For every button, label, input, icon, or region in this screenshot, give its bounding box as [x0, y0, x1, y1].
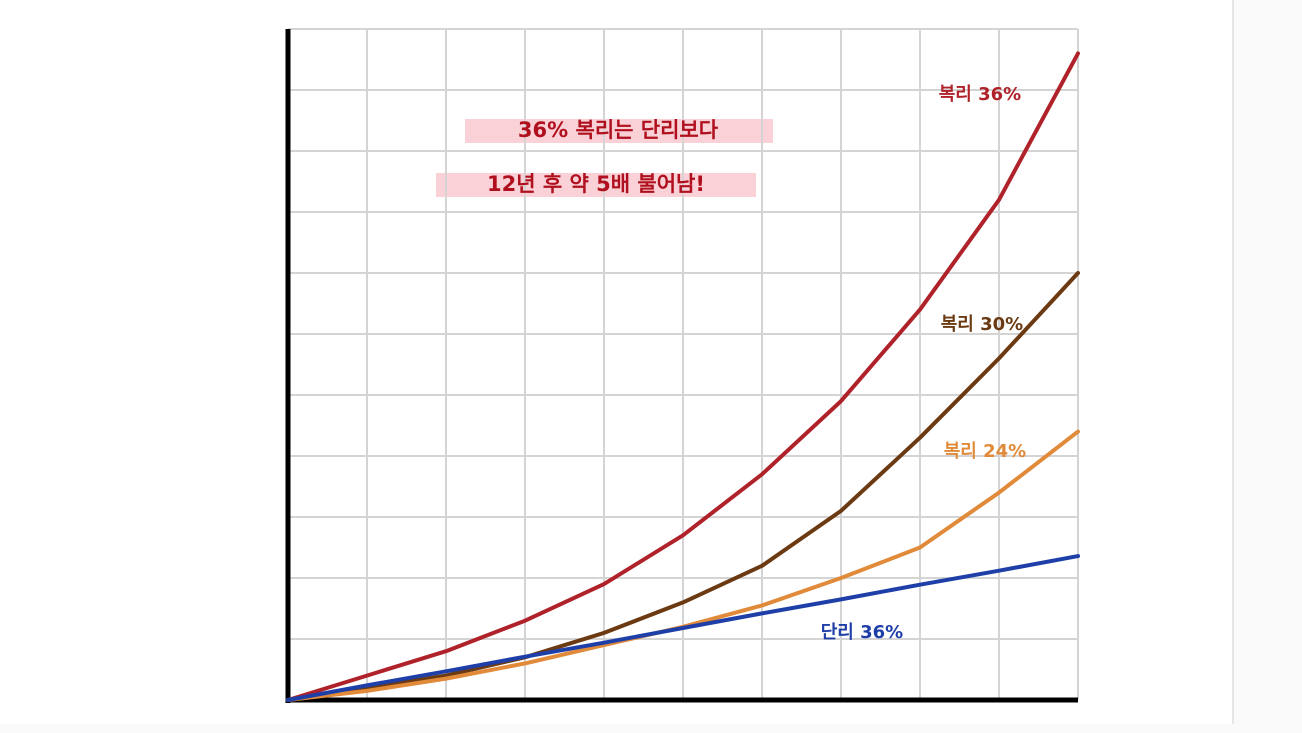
highlight	[465, 119, 773, 143]
series-label: 복리 30%	[941, 314, 1023, 335]
series-label: 복리 36%	[939, 84, 1021, 105]
highlight	[436, 173, 756, 197]
annotation: 12년 후 약 5배 불어남!	[487, 172, 705, 196]
series-line	[286, 51, 1080, 702]
annotation: 36% 복리는 단리보다	[518, 118, 719, 142]
series-line	[286, 271, 1080, 702]
series-label: 단리 36%	[821, 622, 903, 643]
series-label: 복리 24%	[944, 441, 1026, 462]
series-line	[286, 554, 1080, 702]
